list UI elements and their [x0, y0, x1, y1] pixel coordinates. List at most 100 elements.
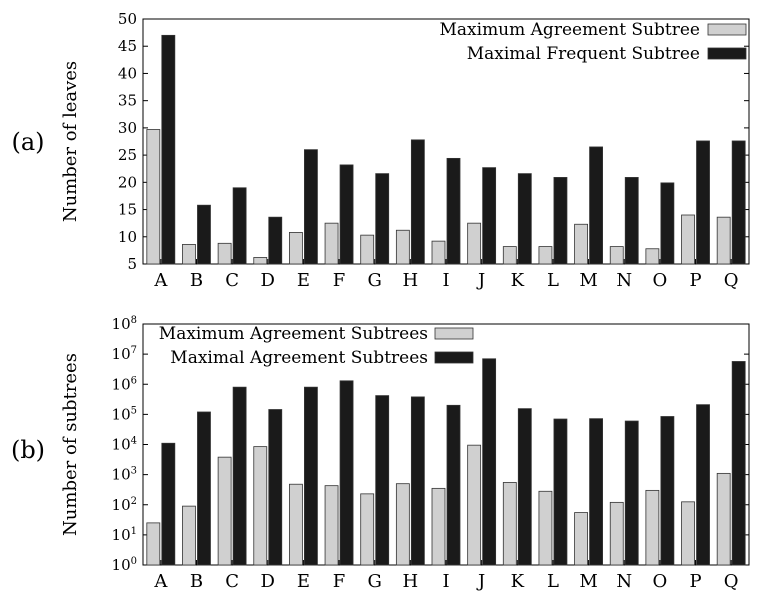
bar-series1 — [360, 234, 375, 265]
x-tick-label: F — [333, 270, 346, 291]
x-tick-label: B — [190, 270, 203, 291]
bar-series2 — [304, 386, 318, 566]
x-tick-label: L — [547, 571, 559, 591]
x-tick-label: A — [153, 571, 168, 591]
bar-series2 — [589, 146, 603, 265]
y-tick-label: 108 — [112, 315, 137, 333]
bar-series1 — [574, 223, 588, 265]
bar-series2 — [375, 395, 390, 566]
x-tick-label: L — [547, 270, 559, 291]
legend-label: Maximal Frequent Subtree — [467, 44, 700, 64]
y-tick-label: 103 — [112, 466, 137, 484]
bar-series2 — [161, 34, 176, 265]
x-tick-label: N — [616, 270, 632, 291]
bar-series2 — [375, 173, 390, 265]
bar-series2 — [696, 404, 710, 566]
y-tick-label: 25 — [118, 146, 137, 164]
bar-series2 — [660, 182, 675, 265]
x-tick-label: H — [403, 270, 419, 291]
bar-series2 — [197, 411, 211, 566]
y-tick-label: 105 — [112, 405, 137, 423]
y-tick-label: 45 — [118, 37, 137, 55]
x-tick-label: M — [579, 270, 597, 291]
x-tick-label: D — [261, 571, 275, 591]
bar-series2 — [304, 149, 318, 265]
legend-swatch — [707, 47, 747, 60]
bar-series2 — [517, 408, 532, 566]
bar-series2 — [446, 404, 461, 566]
bar-series2 — [696, 140, 710, 265]
bar-series2 — [339, 380, 354, 566]
bar-series1 — [253, 446, 268, 566]
bar-series2 — [410, 139, 425, 265]
bar-series1 — [217, 242, 232, 265]
bar-series1 — [324, 485, 339, 566]
bar-series2 — [482, 167, 497, 265]
chart-panel-0: 5 10 15 20 25 30 35 40 45 50 A B C D E F G H I J K L M N O P Q (a) N… — [11, 10, 750, 291]
x-tick-label: K — [511, 270, 525, 291]
x-tick-label: E — [297, 571, 310, 591]
bar-series2 — [268, 409, 283, 566]
bar-series2 — [624, 420, 639, 566]
bar-series2 — [232, 187, 247, 265]
y-tick-label: 50 — [118, 10, 137, 28]
bar-series2 — [553, 177, 568, 265]
y-tick-label: 104 — [112, 436, 137, 454]
x-tick-label: I — [442, 571, 449, 591]
legend-swatch — [707, 23, 747, 36]
bar-series2 — [232, 386, 247, 566]
bar-series1 — [431, 240, 446, 265]
bar-series1 — [217, 456, 232, 566]
x-tick-label: Q — [724, 571, 739, 591]
bar-series1 — [324, 222, 339, 265]
x-tick-label: Q — [724, 270, 739, 291]
bar-series1 — [574, 512, 588, 566]
bar-series1 — [502, 246, 517, 265]
x-tick-label: E — [297, 270, 310, 291]
x-tick-label: P — [689, 571, 701, 591]
legend: Maximum Agreement Subtree Maximal Frequen… — [440, 20, 747, 64]
x-tick-label: O — [652, 270, 667, 291]
x-tick-label: N — [616, 571, 632, 591]
y-axis-label: Number of leaves — [60, 61, 81, 222]
x-tick-label: M — [579, 571, 597, 591]
bar-series2 — [731, 140, 746, 265]
bar-series2 — [410, 396, 425, 566]
bar-series1 — [289, 232, 303, 265]
x-tick-label: C — [225, 571, 239, 591]
legend-label: Maximal Agreement Subtrees — [170, 348, 428, 368]
legend: Maximum Agreement Subtrees Maximal Agreem… — [159, 324, 474, 368]
y-tick-label: 107 — [112, 345, 137, 363]
bar-series1 — [182, 243, 196, 265]
bar-series1 — [253, 257, 268, 265]
bar-series1 — [502, 482, 517, 566]
bar-series2 — [660, 416, 675, 566]
bar-series1 — [395, 229, 410, 265]
bar-series2 — [197, 204, 211, 265]
bar-series2 — [731, 361, 746, 566]
bar-series2 — [517, 173, 532, 265]
y-tick-label: 20 — [118, 173, 137, 191]
bar-series2 — [161, 442, 176, 566]
legend-swatch — [434, 327, 474, 340]
bar-series1 — [360, 493, 375, 566]
bar-series1 — [645, 248, 660, 265]
bar-series1 — [609, 501, 624, 566]
y-tick-label: 102 — [112, 496, 137, 514]
x-tick-label: C — [225, 270, 239, 291]
x-tick-label: J — [476, 270, 485, 291]
y-tick-label: 101 — [112, 526, 137, 544]
legend-label: Maximum Agreement Subtree — [440, 20, 701, 40]
x-tick-label: D — [261, 270, 275, 291]
y-tick-label: 35 — [118, 92, 137, 110]
bar-series1 — [182, 505, 196, 566]
x-tick-label: F — [333, 571, 346, 591]
y-axis-label: Number of subtrees — [60, 353, 81, 536]
x-tick-label: H — [403, 571, 419, 591]
bar-series1 — [395, 483, 410, 566]
x-tick-label: G — [368, 270, 382, 291]
x-tick-label: J — [476, 571, 485, 591]
bar-series1 — [289, 483, 303, 566]
bar-series1 — [431, 487, 446, 566]
